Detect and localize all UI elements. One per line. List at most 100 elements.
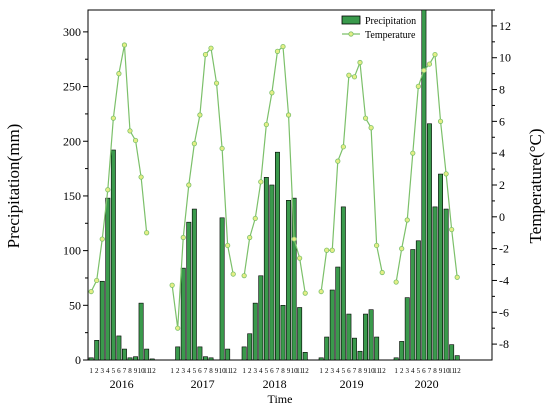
month-label-2019-5: 5	[342, 367, 346, 375]
month-label-2017-3: 3	[182, 367, 186, 375]
precip-bar-2020-11	[449, 344, 455, 361]
month-label-2020-6: 6	[422, 367, 426, 375]
temp-line-2020	[395, 52, 458, 283]
precip-bar-2016-9	[133, 356, 138, 361]
temp-point-2019-8	[357, 59, 363, 66]
temp-point-2019-12	[379, 269, 385, 276]
temp-point-2018-10	[291, 236, 297, 242]
month-label-2016-2: 2	[95, 367, 99, 375]
month-label-2019-12: 12	[379, 367, 387, 375]
month-label-2020-9: 9	[439, 367, 443, 375]
left-tick-label-50: 50	[69, 298, 81, 312]
precip-bar-2020-5	[415, 240, 421, 361]
month-label-2016-12: 12	[149, 367, 157, 375]
precip-bar-2019-2	[324, 336, 330, 361]
month-label-2017-4: 4	[187, 367, 191, 375]
temp-point-2019-7	[351, 74, 358, 80]
temp-point-2018-5	[263, 121, 269, 128]
precip-bar-2016-6	[116, 335, 122, 361]
temp-line-2018	[243, 45, 306, 294]
precip-bar-2018-11	[297, 307, 303, 361]
month-label-2016-1: 1	[89, 367, 93, 375]
precip-bar-2016-11	[144, 348, 150, 361]
month-label-2016-10: 10	[138, 367, 146, 375]
precip-bar-2019-10	[368, 309, 374, 361]
month-label-2017-5: 5	[193, 367, 197, 375]
precip-bar-2020-2	[399, 341, 405, 361]
month-label-2017-6: 6	[198, 367, 202, 375]
left-axis-title: Precipitation(mm)	[4, 124, 23, 249]
temp-line-2016	[90, 44, 148, 292]
right-tick-label--2: -2	[499, 242, 509, 256]
year-label-2018: 2018	[263, 377, 287, 391]
precip-bar-2018-1	[241, 346, 247, 361]
precip-bar-2020-4	[410, 249, 416, 361]
precip-bar-2017-6	[197, 346, 203, 361]
temp-point-2018-3	[252, 215, 258, 222]
month-label-2016-9: 9	[134, 367, 138, 375]
precip-bar-2017-5	[191, 208, 197, 361]
temp-point-2018-9	[285, 112, 292, 118]
precip-bar-2016-5	[110, 149, 116, 361]
month-label-2019-3: 3	[331, 367, 335, 375]
precip-bar-2017-4	[186, 221, 192, 361]
temp-point-2016-5	[110, 115, 116, 121]
month-label-2019-8: 8	[358, 367, 362, 375]
temp-point-2018-11	[297, 255, 303, 261]
temp-point-2018-8	[280, 43, 286, 50]
precip-bar-2019-4	[335, 266, 341, 361]
temp-point-2018-12	[302, 290, 308, 296]
temp-point-2016-11	[144, 230, 150, 236]
precip-bar-2018-4	[258, 275, 264, 361]
month-label-2017-10: 10	[219, 367, 227, 375]
temp-point-2017-6	[197, 112, 203, 118]
month-label-2016-8: 8	[128, 367, 132, 375]
temp-point-2017-11	[225, 242, 231, 249]
temp-point-2016-10	[138, 174, 144, 180]
precip-bar-2018-7	[274, 151, 280, 361]
temp-line-2019	[320, 62, 383, 292]
precip-bar-2018-8	[280, 305, 286, 361]
legend: Precipitation Temperature	[341, 15, 416, 41]
month-label-2016-5: 5	[112, 367, 116, 375]
precip-bar-2019-9	[363, 313, 368, 361]
temp-point-2020-4	[410, 150, 416, 156]
month-label-2016-6: 6	[117, 367, 121, 375]
temp-point-2020-6	[421, 67, 427, 74]
precip-bar-2020-8	[432, 206, 438, 361]
month-label-2020-11: 11	[448, 367, 455, 375]
precip-bar-2018-10	[291, 197, 297, 361]
temp-point-2020-5	[415, 83, 421, 89]
precip-bar-2017-7	[203, 356, 208, 361]
temp-point-2019-11	[374, 242, 380, 249]
precip-bar-2019-7	[351, 337, 357, 361]
month-label-2017-12: 12	[230, 367, 238, 375]
month-label-2016-11: 11	[143, 367, 150, 375]
temp-point-2018-2	[247, 234, 253, 241]
temp-point-2016-3	[99, 236, 105, 242]
temp-point-2019-1	[318, 288, 324, 295]
month-label-2018-6: 6	[270, 367, 274, 375]
precip-bar-2016-8	[127, 357, 133, 361]
right-axis-title: Temperature(°C)	[526, 128, 545, 243]
month-label-2020-5: 5	[417, 367, 421, 375]
precip-bar-2018-3	[252, 302, 258, 361]
left-tick-label-200: 200	[63, 134, 81, 148]
temp-point-2017-3	[180, 234, 186, 241]
month-label-2019-6: 6	[347, 367, 351, 375]
temp-point-2020-10	[443, 171, 449, 177]
precip-bar-2017-11	[225, 348, 231, 361]
temp-point-2017-8	[208, 45, 214, 51]
month-label-2018-4: 4	[259, 367, 263, 375]
legend-precip-swatch	[341, 15, 361, 25]
month-label-2020-2: 2	[400, 367, 404, 375]
temp-point-2017-1	[169, 282, 175, 288]
temp-point-2017-5	[191, 141, 197, 147]
temp-point-2017-2	[175, 325, 181, 331]
precip-bar-2020-7	[426, 123, 432, 361]
temp-point-2016-7	[121, 42, 128, 48]
temp-point-2020-3	[404, 217, 410, 223]
year-label-2017: 2017	[191, 377, 215, 391]
